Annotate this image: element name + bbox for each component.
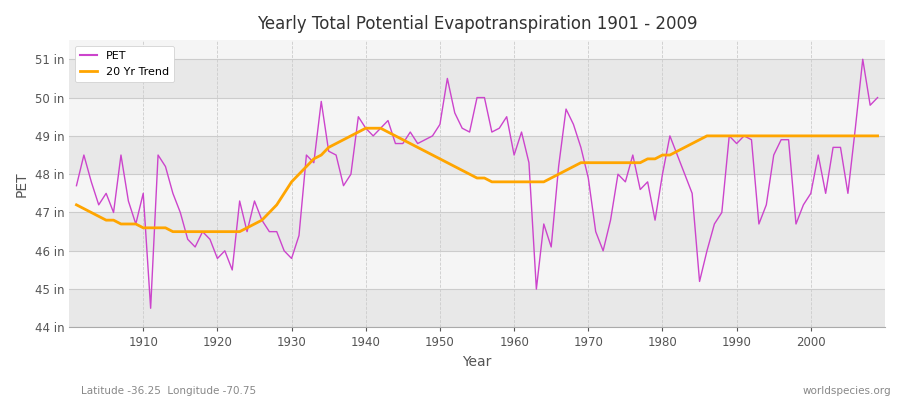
Y-axis label: PET: PET	[15, 171, 29, 196]
Bar	[69, 98, 885, 136]
Title: Yearly Total Potential Evapotranspiration 1901 - 2009: Yearly Total Potential Evapotranspiratio…	[256, 15, 698, 33]
Bar	[69, 59, 885, 98]
Bar	[69, 136, 885, 174]
Text: Latitude -36.25  Longitude -70.75: Latitude -36.25 Longitude -70.75	[81, 386, 256, 396]
Bar	[69, 40, 885, 59]
Bar	[69, 251, 885, 289]
Legend: PET, 20 Yr Trend: PET, 20 Yr Trend	[75, 46, 175, 82]
Bar	[69, 212, 885, 251]
Bar	[69, 289, 885, 328]
X-axis label: Year: Year	[463, 355, 491, 369]
Text: worldspecies.org: worldspecies.org	[803, 386, 891, 396]
Bar	[69, 174, 885, 212]
